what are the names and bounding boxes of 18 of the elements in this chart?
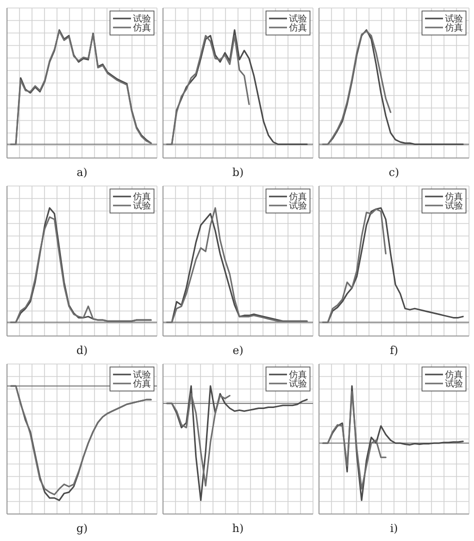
text: c): [388, 166, 400, 179]
legend-label: 仿真: [444, 22, 463, 34]
legend-label: 试验: [445, 200, 463, 212]
text: i): [390, 522, 398, 535]
text: a): [76, 166, 88, 179]
legend-label: 仿真: [288, 22, 307, 34]
text: f): [390, 344, 398, 357]
legend-label: 试验: [133, 200, 151, 212]
text: h): [232, 522, 244, 535]
text: b): [232, 166, 244, 179]
legend-label: 仿真: [132, 22, 151, 34]
legend-label: 试验: [445, 378, 463, 390]
legend-label: 试验: [289, 378, 307, 390]
text: g): [76, 522, 88, 535]
text: d): [76, 344, 88, 357]
legend-label: 试验: [289, 200, 307, 212]
legend-label: 仿真: [132, 378, 151, 390]
text: e): [232, 344, 244, 357]
